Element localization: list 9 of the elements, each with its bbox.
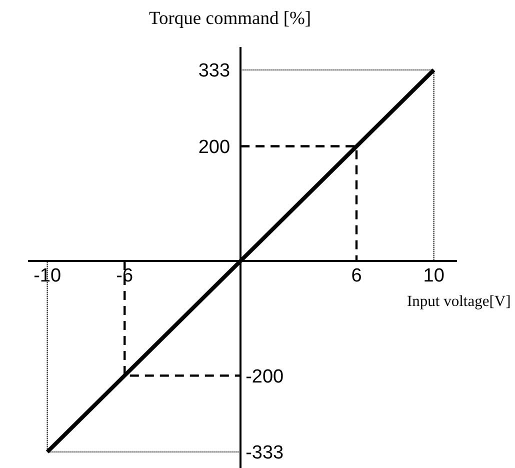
x-tick-label: 10 xyxy=(423,265,444,286)
y-axis-title: Torque command [%] xyxy=(149,9,312,29)
x-axis-title: Input voltage[V] xyxy=(407,293,511,310)
x-tick-label: 6 xyxy=(351,265,362,286)
y-tick-label: 200 xyxy=(198,136,230,158)
y2-tick-label: -200 xyxy=(246,366,284,388)
x-tick-label: -10 xyxy=(34,265,62,286)
y2-tick-label: -333 xyxy=(246,442,284,464)
y-tick-label: 333 xyxy=(198,60,230,82)
